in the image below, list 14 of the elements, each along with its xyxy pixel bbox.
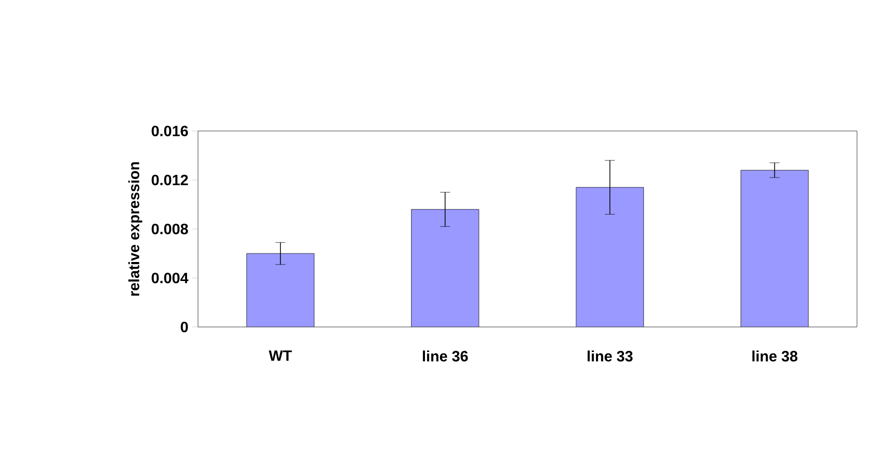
y-tick-label: 0 <box>180 322 188 332</box>
bar <box>576 187 644 327</box>
y-tick-label: 0.012 <box>152 174 188 186</box>
y-axis-title: relative expression <box>128 162 142 296</box>
x-tick-label: line 36 <box>422 350 468 362</box>
bar <box>740 170 809 327</box>
x-tick-label: line 38 <box>752 350 798 362</box>
y-tick-label: 0.008 <box>152 224 188 234</box>
bar <box>411 209 480 327</box>
y-tick-label: 0.016 <box>152 126 188 136</box>
x-tick-label: line 33 <box>588 350 633 362</box>
y-tick-label: 0.004 <box>152 272 188 284</box>
bar <box>246 253 314 327</box>
x-tick-label: WT <box>268 350 292 361</box>
